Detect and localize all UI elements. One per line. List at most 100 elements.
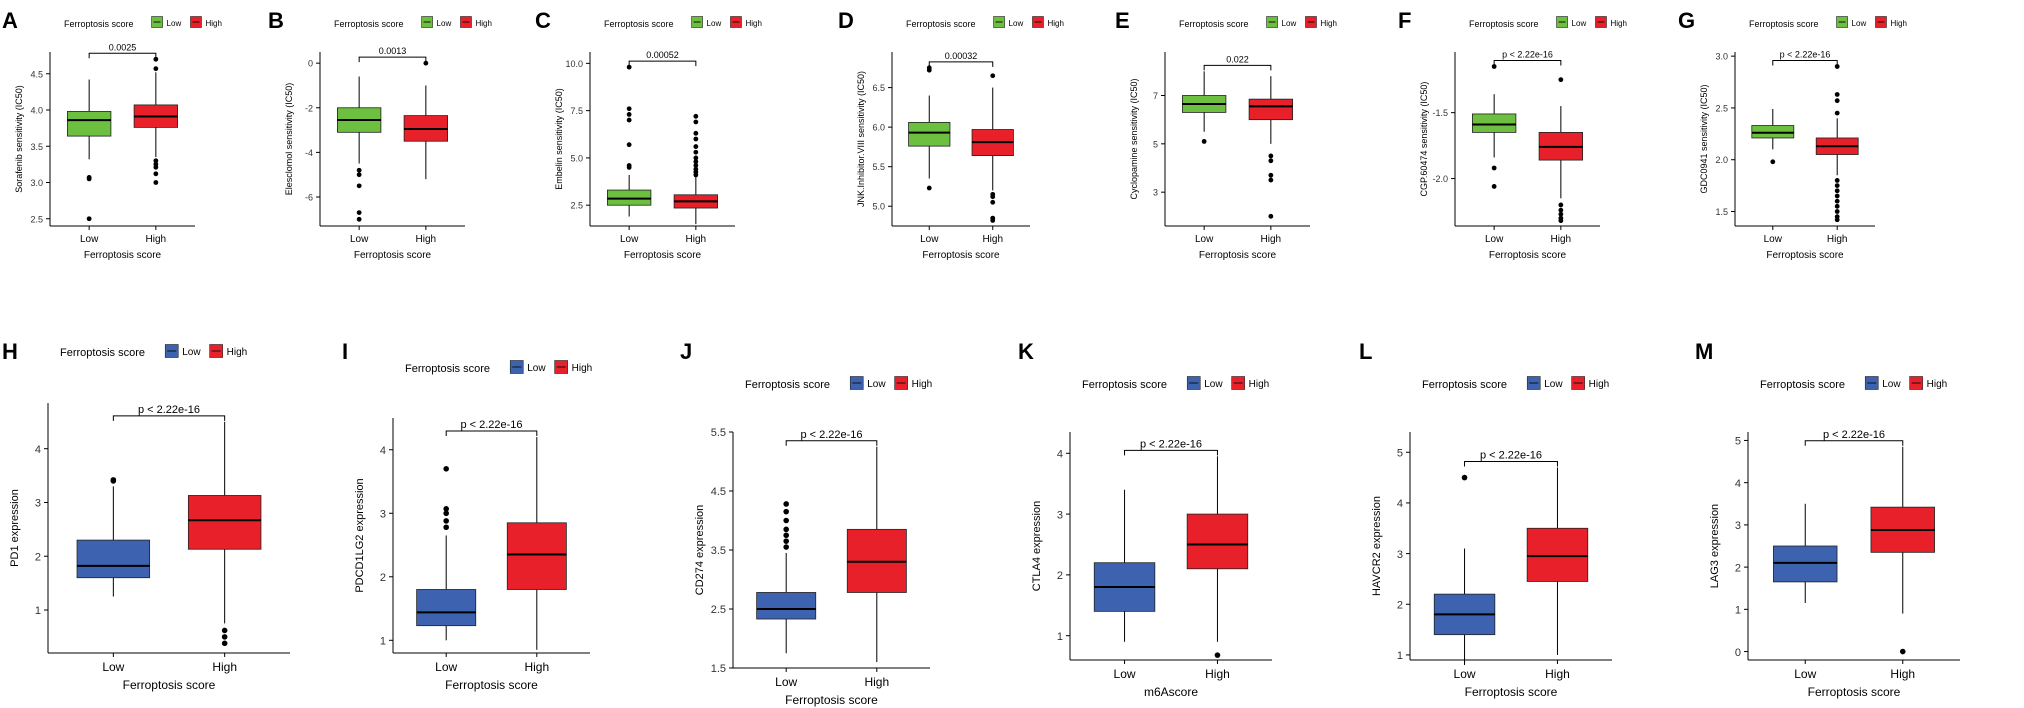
box-iqr bbox=[1773, 545, 1838, 583]
legend-title: Ferroptosis score bbox=[64, 19, 134, 29]
legend-title: Ferroptosis score bbox=[1469, 19, 1539, 29]
outlier-point bbox=[86, 216, 92, 222]
box-low bbox=[67, 79, 112, 222]
x-tick-label: Low bbox=[1764, 234, 1783, 245]
y-tick-label: 6.5 bbox=[872, 83, 885, 93]
y-tick-label: 3.0 bbox=[1715, 52, 1728, 62]
p-value-label: 0.0013 bbox=[379, 46, 407, 56]
y-tick-label: 5.5 bbox=[711, 427, 726, 439]
y-tick-label: 2.5 bbox=[570, 201, 583, 211]
panel-f: F Ferroptosis score Low High -2.0 -1.5CGP.604… bbox=[1398, 8, 1627, 261]
significance-bracket: 0.0025 bbox=[88, 42, 157, 59]
legend-label-high: High bbox=[205, 19, 221, 28]
legend-label-high: High bbox=[1589, 379, 1610, 390]
x-tick-label: Low bbox=[102, 660, 124, 674]
panel-j: J Ferroptosis score Low High 1.5 2.5 3.5 4.5 5.5… bbox=[680, 339, 932, 707]
y-tick-label: 3 bbox=[1735, 520, 1741, 532]
panel-letter: K bbox=[1018, 339, 1034, 364]
outlier-point bbox=[783, 526, 789, 533]
outlier-point bbox=[86, 176, 92, 182]
outlier-point bbox=[783, 544, 789, 550]
outlier-point bbox=[626, 142, 632, 148]
outlier-point bbox=[1491, 165, 1497, 171]
outlier-point bbox=[693, 113, 699, 119]
outlier-point bbox=[626, 112, 632, 117]
y-tick-label: 4.0 bbox=[30, 106, 43, 116]
x-tick-label: Low bbox=[1195, 234, 1214, 245]
y-tick-label: 2.5 bbox=[30, 214, 43, 224]
p-value-label: p < 2.22e-16 bbox=[1140, 438, 1202, 450]
legend: Ferroptosis score Low High bbox=[64, 16, 222, 29]
x-axis-label: Ferroptosis score bbox=[1489, 250, 1567, 261]
y-tick-label: 7 bbox=[1153, 91, 1158, 101]
x-tick-label: Low bbox=[1794, 667, 1816, 681]
box-low bbox=[1433, 474, 1496, 666]
outlier-point bbox=[443, 510, 449, 517]
legend-title: Ferroptosis score bbox=[745, 379, 830, 391]
p-value-label: 0.00052 bbox=[646, 50, 679, 60]
p-value-label: 0.022 bbox=[1226, 54, 1249, 64]
legend-title: Ferroptosis score bbox=[1422, 379, 1507, 391]
box-high bbox=[971, 73, 1014, 223]
legend-label-low: Low bbox=[167, 19, 182, 28]
x-tick-label: Low bbox=[1454, 667, 1476, 681]
panel-g: G Ferroptosis score Low High 1.5 2.0 2.5 3.0 GDC… bbox=[1678, 8, 1907, 261]
legend-title: Ferroptosis score bbox=[60, 347, 145, 359]
y-tick-label: 4.5 bbox=[30, 69, 43, 79]
x-tick-label: Low bbox=[1485, 234, 1504, 245]
outlier-point bbox=[356, 167, 362, 173]
outlier-point bbox=[990, 73, 996, 79]
significance-bracket: p < 2.22e-16 bbox=[1464, 449, 1558, 467]
outlier-point bbox=[783, 508, 789, 515]
y-tick-label: 3 bbox=[1397, 549, 1403, 561]
outlier-point bbox=[221, 627, 228, 634]
outlier-point bbox=[1834, 98, 1840, 104]
legend-label-high: High bbox=[745, 19, 761, 28]
p-value-label: p < 2.22e-16 bbox=[138, 404, 200, 416]
panel-a: A Ferroptosis score Low High 2.5 3.0 3.5 4.0 4.5… bbox=[2, 8, 222, 261]
panel-letter: D bbox=[838, 8, 854, 33]
y-tick-label: 2 bbox=[1397, 599, 1403, 611]
outlier-point bbox=[1834, 209, 1840, 214]
box-low bbox=[336, 76, 382, 222]
significance-bracket: p < 2.22e-16 bbox=[1493, 50, 1562, 66]
y-tick-label: 1 bbox=[380, 635, 386, 647]
outlier-point bbox=[693, 166, 699, 172]
box-high bbox=[1538, 77, 1583, 224]
box-low bbox=[607, 64, 652, 217]
legend: Ferroptosis score Low High bbox=[1082, 376, 1269, 391]
panel-h: H Ferroptosis score Low High 1 2 3 4 PD1 express… bbox=[2, 339, 290, 692]
panel-letter: A bbox=[2, 8, 18, 33]
box-iqr bbox=[1186, 513, 1249, 570]
box-low bbox=[908, 65, 951, 191]
outlier-point bbox=[1558, 77, 1564, 83]
x-tick-label: Low bbox=[1114, 667, 1136, 681]
panel-letter: E bbox=[1115, 8, 1130, 33]
box-iqr bbox=[1472, 113, 1517, 133]
y-tick-label: -4 bbox=[305, 148, 313, 158]
legend: Ferroptosis score Low High bbox=[1749, 16, 1907, 29]
x-tick-label: High bbox=[1545, 667, 1570, 681]
outlier-point bbox=[423, 60, 429, 66]
x-tick-label: High bbox=[1827, 234, 1848, 245]
outlier-point bbox=[356, 183, 362, 189]
outlier-point bbox=[1491, 184, 1497, 189]
y-tick-label: 3 bbox=[1153, 188, 1158, 198]
legend: Ferroptosis score Low High bbox=[604, 16, 762, 29]
outlier-point bbox=[1214, 652, 1221, 658]
panel-letter: L bbox=[1359, 339, 1372, 364]
significance-bracket: p < 2.22e-16 bbox=[1804, 429, 1904, 446]
legend-label-high: High bbox=[1890, 19, 1906, 28]
y-tick-label: -6 bbox=[305, 193, 313, 203]
legend-label-high: High bbox=[227, 347, 248, 358]
outlier-point bbox=[110, 478, 117, 484]
y-tick-label: 1 bbox=[35, 605, 41, 617]
y-tick-label: 5 bbox=[1153, 139, 1158, 149]
outlier-point bbox=[990, 194, 996, 200]
box-iqr bbox=[76, 539, 151, 579]
legend: Ferroptosis score Low High bbox=[1422, 376, 1610, 391]
outlier-point bbox=[356, 172, 362, 178]
box-low bbox=[1773, 503, 1838, 603]
y-tick-label: 1.5 bbox=[1715, 207, 1728, 217]
legend-label-low: Low bbox=[1282, 19, 1297, 28]
